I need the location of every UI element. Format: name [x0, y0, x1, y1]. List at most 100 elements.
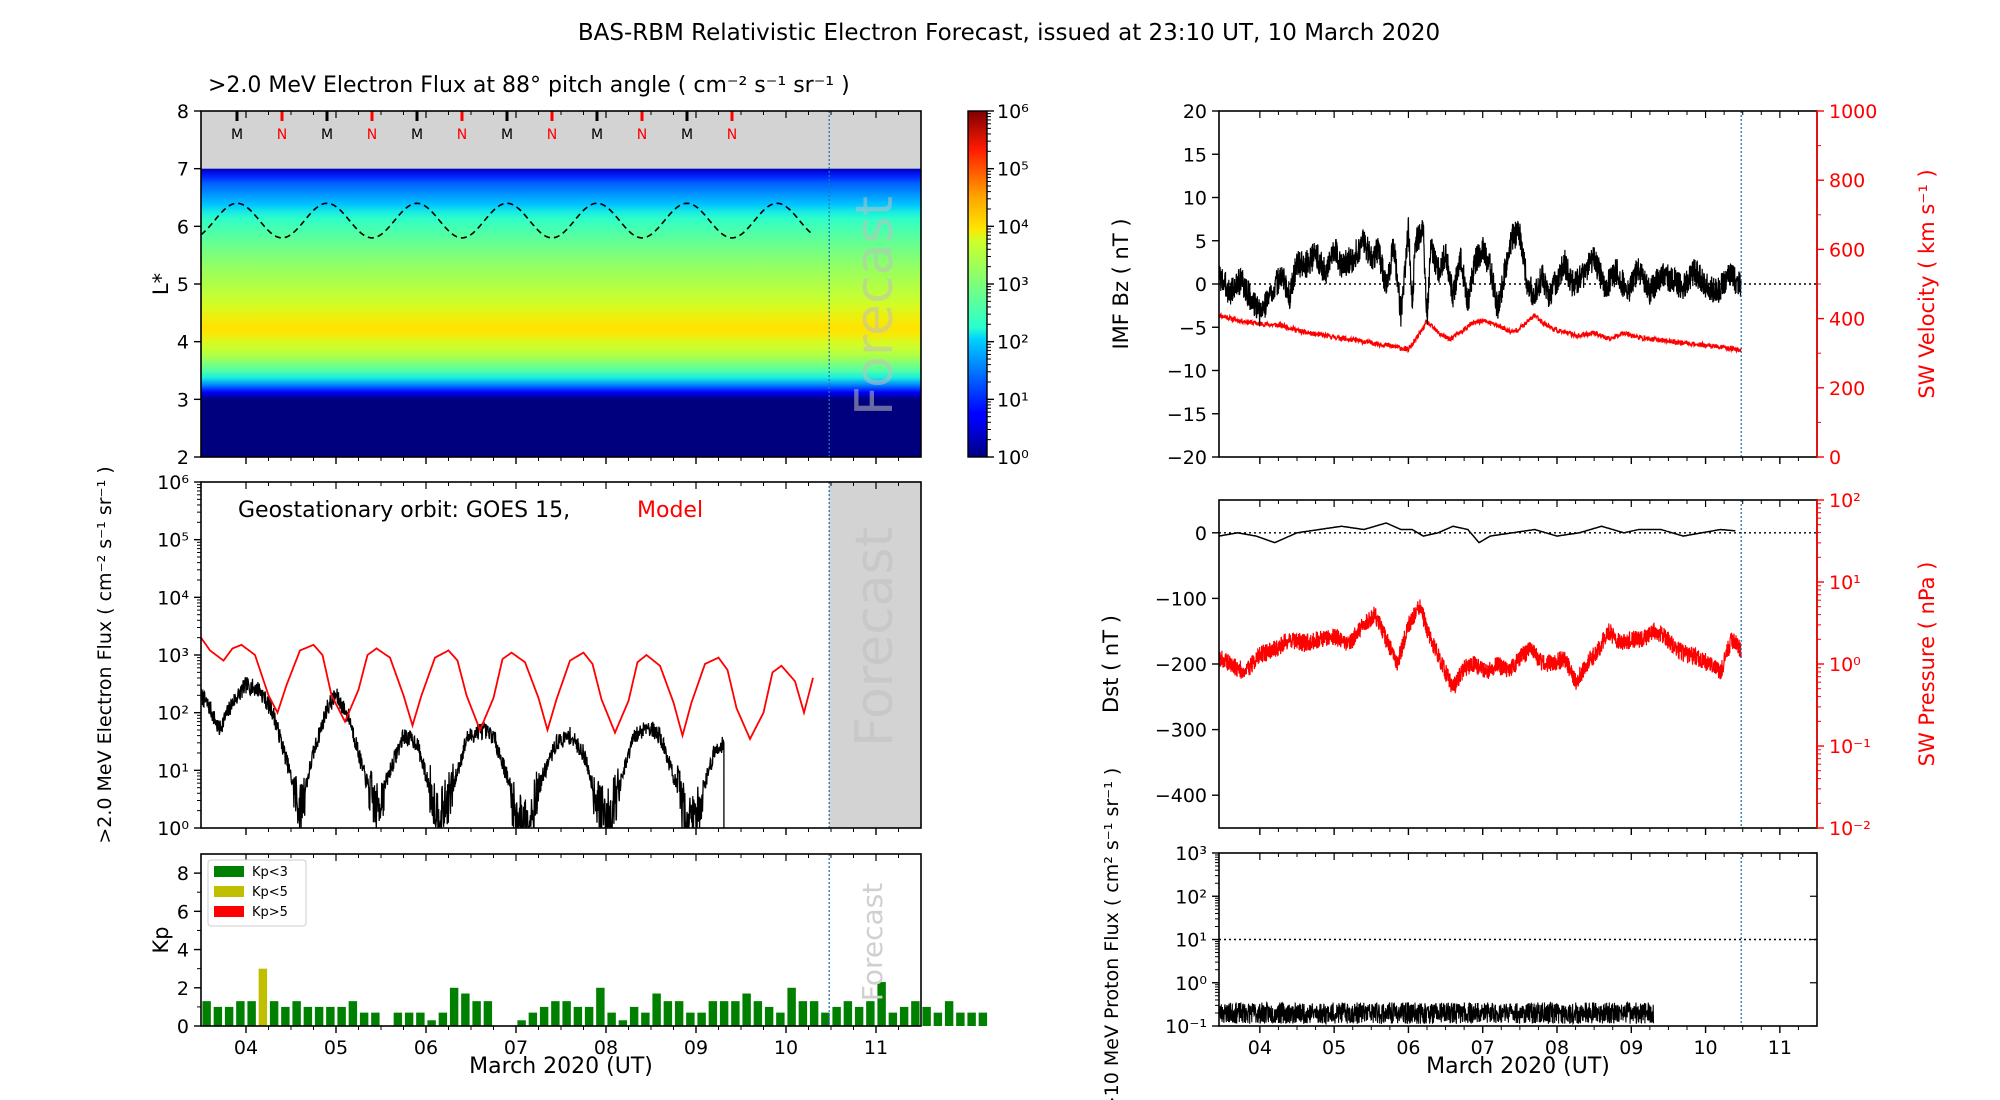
- kp-bar: [787, 987, 796, 1026]
- dst-ytick-right-label: 10⁻¹: [1829, 736, 1871, 758]
- kp-ylabel: Kp: [149, 926, 173, 953]
- kp-legend-swatch: [214, 906, 244, 917]
- colorbar-tick-label: 10⁶: [997, 101, 1029, 123]
- kp-bar: [933, 1012, 943, 1026]
- kp-bar: [607, 1012, 616, 1026]
- kp-bar: [303, 1006, 313, 1026]
- lstar-ytick-label: 8: [177, 101, 189, 123]
- dst-ytick-label: −400: [1155, 785, 1207, 807]
- kp-bar: [393, 1012, 403, 1026]
- kp-ytick-label: 4: [177, 940, 189, 962]
- colorbar-tick-label: 10⁵: [997, 159, 1029, 181]
- kp-xtick-label: 10: [774, 1037, 798, 1059]
- dst-ytick-right-label: 10¹: [1829, 572, 1861, 594]
- geo-flux-panel: Forecast 10⁰ 10¹ 10² 10³ 10⁴ 10⁵ 10⁶ Geostationa…: [94, 466, 922, 844]
- imf-ytick-right-label: 0: [1829, 447, 1841, 469]
- imf-frame: [1218, 110, 1818, 458]
- proton-xtick-label: 04: [1248, 1037, 1272, 1059]
- kp-ytick-label: 6: [177, 901, 189, 923]
- kp-legend-label: Kp<3: [252, 865, 288, 880]
- mlt-marker-label: M: [591, 127, 603, 143]
- kp-bar: [686, 1012, 695, 1026]
- kp-bar: [449, 987, 459, 1026]
- kp-bar: [337, 1006, 346, 1026]
- kp-frame: [200, 853, 922, 1027]
- mlt-marker-label: N: [367, 127, 377, 143]
- imf-ytick-right-label: 1000: [1829, 101, 1877, 123]
- kp-bar: [528, 1012, 538, 1026]
- model-flux-line: [201, 637, 814, 742]
- kp-bar: [326, 1006, 335, 1026]
- kp-bar: [404, 1012, 414, 1026]
- kp-bar: [843, 1001, 853, 1026]
- kp-legend-swatch: [214, 866, 244, 877]
- kp-bar: [877, 982, 886, 1026]
- kp-bar: [202, 1001, 211, 1026]
- kp-bar: [292, 1001, 301, 1026]
- imf-ytick-label: −10: [1167, 361, 1207, 383]
- mlt-marker-label: M: [411, 127, 423, 143]
- kp-bar: [821, 1012, 830, 1026]
- proton-xtick-label: 11: [1768, 1037, 1792, 1059]
- geo-forecast-region: [829, 482, 921, 828]
- kp-xtick-label: 09: [684, 1037, 708, 1059]
- imf-ytick-label: 0: [1195, 274, 1207, 296]
- proton-xtick-label: 05: [1322, 1037, 1346, 1059]
- kp-bar: [944, 1001, 954, 1026]
- imf-ytick-right-label: 800: [1829, 170, 1865, 192]
- lstar-ytick-label: 5: [177, 274, 189, 296]
- kp-bar: [888, 1012, 898, 1026]
- lstar-ylabel: L*: [149, 273, 173, 295]
- kp-legend-label: Kp>5: [252, 905, 288, 920]
- kp-bar: [618, 1020, 628, 1026]
- kp-bar: [562, 1001, 571, 1026]
- colorbar-tick-label: 10³: [997, 274, 1029, 296]
- dst-ylabel: Dst ( nT ): [1099, 615, 1123, 713]
- lstar-flux-heatmap: [201, 168, 921, 457]
- mlt-marker-label: M: [321, 127, 333, 143]
- geo-ytick-label: 10³: [157, 645, 189, 667]
- colorbar-tick-label: 10⁰: [997, 447, 1029, 469]
- kp-bar: [911, 1001, 920, 1026]
- geo-forecast-label: Forecast: [845, 527, 905, 747]
- imf-ytick-label: −15: [1167, 404, 1207, 426]
- dst-ylabel-right: SW Pressure ( nPa ): [1915, 562, 1939, 767]
- mlt-marker-label: N: [727, 127, 737, 143]
- kp-xtick-label: 07: [504, 1037, 528, 1059]
- sw-velocity-line: [1219, 312, 1742, 354]
- kp-xtick-label: 04: [234, 1037, 258, 1059]
- lstar-flux-panel: Forecast M N M N M N M N M N M N 2 3 4 5 6 7 8 >2.0 MeV Elec…: [149, 73, 922, 469]
- lstar-ytick-label: 3: [177, 389, 189, 411]
- proton-ytick-label: 10²: [1175, 886, 1207, 908]
- kp-forecast-label: Forecast: [856, 883, 889, 1002]
- geo-legend-model: Model: [637, 498, 703, 523]
- dst-ytick-right-label: 10⁰: [1829, 654, 1861, 676]
- lstar-ytick-label: 4: [177, 332, 189, 354]
- kp-bar: [866, 1001, 875, 1026]
- kp-bar: [359, 1012, 369, 1026]
- geo-ytick-label: 10⁶: [157, 472, 189, 494]
- kp-bar: [674, 1001, 684, 1026]
- kp-bar: [663, 1001, 673, 1026]
- dst-ytick-label: −300: [1155, 720, 1207, 742]
- colorbar-tick-label: 10²: [997, 332, 1029, 354]
- flux-colorbar: 10⁰ 10¹ 10² 10³ 10⁴ 10⁵ 10⁶: [967, 101, 1029, 469]
- imf-ytick-label: −5: [1179, 317, 1207, 339]
- imf-bz-panel: −20−15−10−50510152002004006008001000IMF …: [1109, 101, 1939, 469]
- geo-ytick-label: 10⁵: [157, 530, 189, 552]
- mlt-marker-label: N: [457, 127, 467, 143]
- kp-bar: [776, 1012, 785, 1026]
- proton-xtick-label: 10: [1693, 1037, 1717, 1059]
- kp-bar: [258, 968, 268, 1026]
- kp-legend-swatch: [214, 886, 244, 897]
- mlt-marker-label: M: [501, 127, 513, 143]
- lstar-forecast-label: Forecast: [845, 196, 905, 416]
- mlt-marker-label: M: [681, 127, 693, 143]
- kp-bar: [742, 993, 751, 1026]
- kp-bar: [708, 1001, 718, 1026]
- kp-bar: [719, 1001, 729, 1026]
- page-title: BAS-RBM Relativistic Electron Forecast, …: [578, 20, 1440, 46]
- mlt-marker-label: N: [547, 127, 557, 143]
- mlt-marker-label: N: [637, 127, 647, 143]
